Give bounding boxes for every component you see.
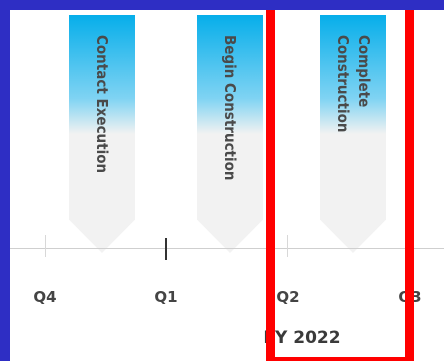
today-marker [165,238,167,260]
tick-label-q1: Q1 [154,288,178,306]
tick-label-q4: Q4 [33,288,57,306]
milestone-complete-construction[interactable]: Complete Construction [320,15,386,253]
tick-label-q2: Q2 [276,288,300,306]
highlight-box [266,10,414,361]
milestone-contact-execution[interactable]: Contact Execution [69,15,135,253]
fiscal-year-label: FY 2022 [263,328,341,348]
milestone-label: Contact Execution [93,35,112,174]
tick-mark [287,235,288,257]
milestone-begin-construction[interactable]: Begin Construction [197,15,263,253]
milestone-label: Begin Construction [221,35,240,181]
timeline-canvas: Contact Execution Begin Construction Com… [10,10,444,361]
timeline-axis [10,248,444,249]
tick-mark [45,235,46,257]
